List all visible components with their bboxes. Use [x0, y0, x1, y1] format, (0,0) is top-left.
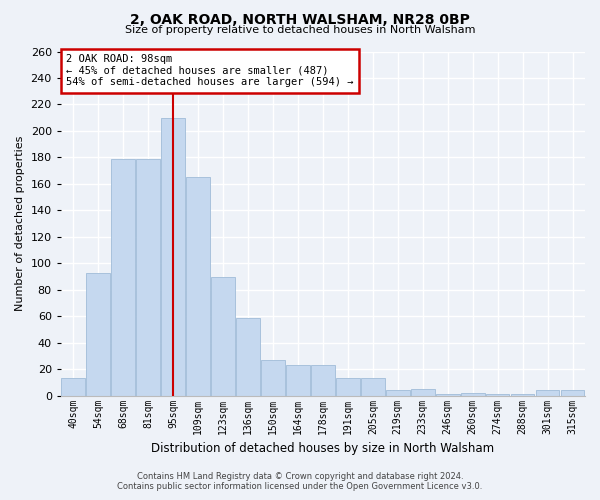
- Bar: [436, 394, 460, 396]
- Text: 2 OAK ROAD: 98sqm
← 45% of detached houses are smaller (487)
54% of semi-detache: 2 OAK ROAD: 98sqm ← 45% of detached hous…: [66, 54, 353, 88]
- Bar: [486, 394, 509, 396]
- Bar: [261, 360, 285, 396]
- Bar: [211, 276, 235, 396]
- Bar: [136, 158, 160, 396]
- Bar: [386, 390, 410, 396]
- Bar: [161, 118, 185, 396]
- Bar: [411, 389, 434, 396]
- Bar: [86, 272, 110, 396]
- Text: Size of property relative to detached houses in North Walsham: Size of property relative to detached ho…: [125, 25, 475, 35]
- Y-axis label: Number of detached properties: Number of detached properties: [15, 136, 25, 312]
- Bar: [61, 378, 85, 396]
- Bar: [461, 393, 485, 396]
- Bar: [286, 365, 310, 396]
- Bar: [361, 378, 385, 396]
- Text: 2, OAK ROAD, NORTH WALSHAM, NR28 0BP: 2, OAK ROAD, NORTH WALSHAM, NR28 0BP: [130, 12, 470, 26]
- Bar: [311, 365, 335, 396]
- Text: Contains HM Land Registry data © Crown copyright and database right 2024.
Contai: Contains HM Land Registry data © Crown c…: [118, 472, 482, 491]
- Bar: [112, 158, 135, 396]
- X-axis label: Distribution of detached houses by size in North Walsham: Distribution of detached houses by size …: [151, 442, 494, 455]
- Bar: [336, 378, 360, 396]
- Bar: [236, 318, 260, 396]
- Bar: [511, 394, 535, 396]
- Bar: [186, 177, 210, 396]
- Bar: [536, 390, 559, 396]
- Bar: [560, 390, 584, 396]
